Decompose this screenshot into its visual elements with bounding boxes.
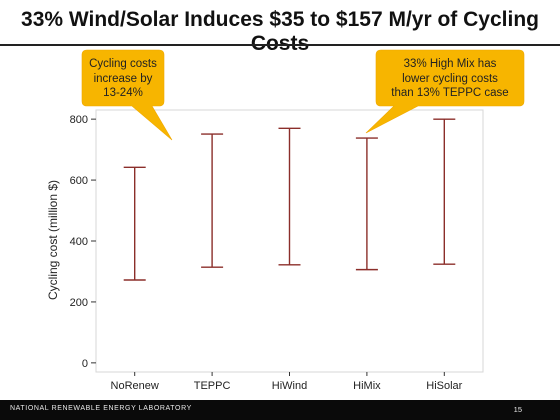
x-tick-label: HiSolar xyxy=(426,380,462,392)
y-tick-label: 0 xyxy=(82,358,88,370)
page-number: 15 xyxy=(513,405,522,414)
y-axis-label: Cycling cost (million $) xyxy=(46,180,60,300)
footer-bar: NATIONAL RENEWABLE ENERGY LABORATORY 15 xyxy=(0,400,560,420)
error-bar xyxy=(278,127,301,266)
x-tick-label: NoRenew xyxy=(111,380,159,392)
y-tick-label: 600 xyxy=(70,175,88,187)
callout-line: 33% High Mix has xyxy=(403,58,497,70)
callout-line: Cycling costs xyxy=(89,58,157,70)
error-bar xyxy=(201,133,224,268)
error-bar xyxy=(123,166,146,281)
callout-line: than 13% TEPPC case xyxy=(391,87,509,99)
y-tick-label: 400 xyxy=(70,236,88,248)
callout-line: increase by xyxy=(93,72,153,85)
title-divider xyxy=(0,44,560,46)
y-tick-label: 800 xyxy=(70,114,88,126)
x-tick-label: HiMix xyxy=(353,380,381,392)
error-bar xyxy=(433,118,456,265)
callout-cycling-increase: Cycling costs increase by 13-24% xyxy=(82,57,164,101)
callout-high-mix: 33% High Mix has lower cycling costs tha… xyxy=(376,57,524,101)
footer-organization: NATIONAL RENEWABLE ENERGY LABORATORY xyxy=(10,405,192,412)
error-bar xyxy=(355,137,378,271)
x-tick-label: HiWind xyxy=(272,380,307,392)
x-tick-label: TEPPC xyxy=(194,380,231,392)
callout-line: 13-24% xyxy=(103,87,143,99)
callout-bubble-cycling-increase xyxy=(81,49,173,141)
error-bar-chart: 0 200 400 600 800 NoRenew TEPPC HiWind HiMix HiSo… xyxy=(46,49,525,392)
callout-line: lower cycling costs xyxy=(402,72,498,85)
slide-title: 33% Wind/Solar Induces $35 to $157 M/yr … xyxy=(21,8,539,55)
y-tick-label: 200 xyxy=(70,297,88,309)
callout-bubble-high-mix xyxy=(365,49,525,134)
